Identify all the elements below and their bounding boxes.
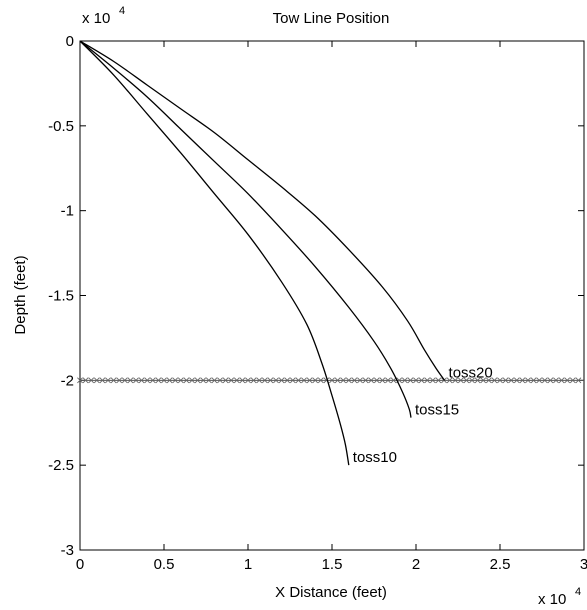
x-tick-label: 2.5 bbox=[490, 556, 511, 573]
y-tick-label: -3 bbox=[61, 542, 74, 559]
series-lines bbox=[79, 40, 446, 466]
series-label-toss20: toss20 bbox=[449, 364, 493, 381]
x-tick-label: 1 bbox=[244, 556, 252, 573]
y-tick-label: -1 bbox=[61, 203, 74, 220]
series-line-toss10 bbox=[79, 40, 350, 466]
y-tick-label: -0.5 bbox=[48, 118, 74, 135]
x-tick-label: 3 bbox=[580, 556, 587, 573]
series-line-toss15 bbox=[79, 40, 412, 418]
x-axis-label: X Distance (feet) bbox=[275, 584, 387, 601]
series-labels: toss20 toss15 toss10 bbox=[353, 364, 493, 466]
x-multiplier-exponent: 4 bbox=[575, 586, 581, 598]
x-axis-ticks: 0 0.5 1 1.5 2 2.5 3 bbox=[76, 41, 587, 573]
y-axis-label: Depth (feet) bbox=[12, 255, 29, 334]
y-multiplier: x 10 4 bbox=[82, 5, 125, 27]
series-line-toss20 bbox=[79, 40, 446, 381]
x-tick-label: 1.5 bbox=[322, 556, 343, 573]
y-multiplier-exponent: 4 bbox=[119, 5, 125, 17]
y-tick-label: 0 bbox=[66, 33, 74, 50]
chart-title: Tow Line Position bbox=[273, 10, 390, 27]
x-tick-label: 0 bbox=[76, 556, 84, 573]
y-tick-label: -1.5 bbox=[48, 288, 74, 305]
x-tick-label: 2 bbox=[412, 556, 420, 573]
reference-line-x-markers bbox=[77, 377, 582, 384]
series-label-toss15: toss15 bbox=[415, 402, 459, 419]
x-multiplier: x 10 4 bbox=[538, 586, 581, 608]
series-label-toss10: toss10 bbox=[353, 449, 397, 466]
y-multiplier-base: x 10 bbox=[82, 10, 110, 27]
reference-line-minus-20000 bbox=[77, 377, 584, 384]
y-tick-label: -2.5 bbox=[48, 457, 74, 474]
y-tick-label: -2 bbox=[61, 372, 74, 389]
x-multiplier-base: x 10 bbox=[538, 591, 566, 608]
plot-frame bbox=[79, 40, 585, 551]
y-axis-ticks: 0 -0.5 -1 -1.5 -2 -2.5 -3 bbox=[48, 33, 584, 559]
x-tick-label: 0.5 bbox=[154, 556, 175, 573]
